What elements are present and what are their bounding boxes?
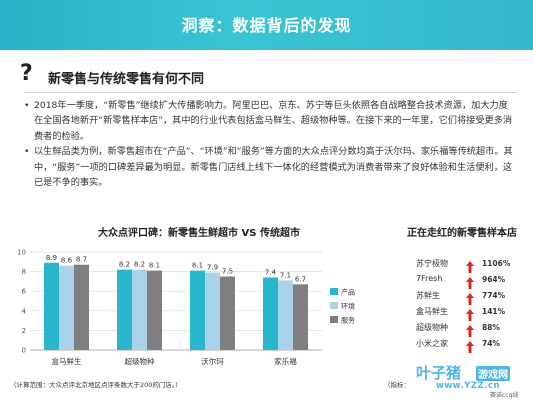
bullet-list: 2018年一季度，“新零售”继续扩大传播影响力。阿里巴巴、京东、苏宁等巨头依照各… xyxy=(24,98,516,190)
ranking-row: 超级物种 88% xyxy=(398,320,526,337)
y-tick-label: 4 xyxy=(22,307,27,315)
x-category-label: 盒马鲜生 xyxy=(52,356,82,366)
ranking-store-name: 苏鲜生 xyxy=(416,291,440,300)
bar-value-label: 8.1 xyxy=(192,262,203,270)
legend-label: 服务 xyxy=(341,316,355,325)
bar xyxy=(147,270,162,350)
bar xyxy=(132,269,147,350)
ranking-growth-value: 1106% xyxy=(482,259,511,268)
y-tick-label: 0 xyxy=(22,347,26,355)
ranking-title: 正在走红的新零售样本店 xyxy=(407,228,517,239)
watermark-name: 叶子猪 xyxy=(416,364,462,382)
bar-value-label: 8.6 xyxy=(61,257,73,265)
bar-value-label: 8.1 xyxy=(149,262,160,270)
ranking-growth-value: 141% xyxy=(482,307,506,316)
y-tick-label: 8 xyxy=(22,268,26,276)
bar-chart: 0 2 4 6 8 10 8.9 8.6 8.7 盒马鲜生 8.2 8.2 8.1 超级物种 8.1 7.9 7… xyxy=(8,238,390,376)
bar-value-label: 8.2 xyxy=(134,261,145,269)
x-category-label: 沃尔玛 xyxy=(201,356,224,366)
bar-value-label: 7.5 xyxy=(222,268,233,276)
bar xyxy=(190,270,205,350)
up-arrow-icon xyxy=(466,258,474,273)
up-arrow-icon xyxy=(466,322,474,337)
bar xyxy=(278,280,293,350)
bar-value-label: 8.2 xyxy=(119,261,130,269)
bar xyxy=(44,262,59,350)
watermark-badge: 游戏网 xyxy=(476,366,510,381)
bar-value-label: 7.4 xyxy=(265,268,277,276)
up-arrow-icon xyxy=(466,306,474,321)
ranking-growth-value: 964% xyxy=(482,275,506,284)
bar xyxy=(293,284,308,350)
bar xyxy=(59,265,74,350)
ranking-growth-value: 74% xyxy=(482,339,500,348)
chart-title: 大众点评口碑：新零售生鲜超市 VS 传统超市 xyxy=(98,228,300,239)
bar xyxy=(263,277,278,350)
ranking-store-name: 盒马鲜生 xyxy=(416,307,448,316)
ranking-growth-value: 774% xyxy=(482,291,506,300)
ranking-list: 苏宁极物 1106% 7Fresh 964% 苏鲜生 774% 盒马鲜生 141% 超级物种 88… xyxy=(398,238,526,354)
ranking-row: 7Fresh 964% xyxy=(398,272,526,289)
x-category-label: 超级物种 xyxy=(125,356,155,366)
bar-chart-svg: 0 2 4 6 8 10 8.9 8.6 8.7 盒马鲜生 8.2 8.2 8.1 超级物种 8.1 7.9 7… xyxy=(17,249,355,367)
bar xyxy=(74,264,89,350)
ranking-row: 苏宁极物 1106% xyxy=(398,256,526,273)
up-arrow-icon xyxy=(466,274,474,289)
bullet-paragraph: 以生鲜品类为例，新零售超市在“产品”、“环境”和“服务”等方面的大众点评分数均高… xyxy=(24,144,516,190)
index-label: （指标： xyxy=(384,381,410,389)
ranking-growth-value: 88% xyxy=(482,323,500,332)
watermark: 叶子猪 游戏网 www.YZZ.cn 赛诺ccq线 xyxy=(412,362,532,400)
bar-value-label: 6.7 xyxy=(295,275,306,283)
page-title: 洞察：数据背后的发现 xyxy=(181,16,352,35)
y-tick-label: 6 xyxy=(22,288,27,296)
bar-value-label: 8.7 xyxy=(76,256,87,264)
section-divider xyxy=(24,92,517,93)
legend-label: 环境 xyxy=(341,302,355,311)
ranking-store-name: 小米之家 xyxy=(416,339,448,348)
up-arrow-icon xyxy=(466,338,474,353)
header-banner: 洞察：数据背后的发现 xyxy=(0,0,533,50)
ranking-store-name: 超级物种 xyxy=(416,323,448,332)
question-mark-icon: ? xyxy=(20,61,33,86)
ranking-row: 小米之家 74% xyxy=(398,336,526,353)
x-category-label: 家乐福 xyxy=(274,356,297,366)
footnote: （计算范围：大众点评北京地区点评条数大于200的门店。） xyxy=(10,381,182,389)
bar-value-label: 8.9 xyxy=(46,254,57,262)
watermark-url: www.YZZ.cn xyxy=(436,381,501,391)
ranking-store-name: 苏宁极物 xyxy=(416,259,448,268)
y-tick-label: 10 xyxy=(17,249,26,257)
ranking-row: 苏鲜生 774% xyxy=(398,288,526,305)
section-title: 新零售与传统零售有何不同 xyxy=(48,72,205,87)
up-arrow-icon xyxy=(466,290,474,305)
legend-swatch xyxy=(330,302,338,309)
bar xyxy=(220,276,235,350)
ranking-row: 盒马鲜生 141% xyxy=(398,304,526,321)
bar-value-label: 7.1 xyxy=(280,271,291,279)
bar-value-label: 7.9 xyxy=(207,264,218,272)
watermark-logo-text: 赛诺ccq线 xyxy=(490,392,519,399)
bar xyxy=(205,272,220,350)
bullet-paragraph: 2018年一季度，“新零售”继续扩大传播影响力。阿里巴巴、京东、苏宁等巨头依照各… xyxy=(24,98,516,144)
legend-swatch xyxy=(330,288,338,295)
legend-label: 产品 xyxy=(341,288,355,297)
bar xyxy=(117,269,132,350)
ranking-store-name: 7Fresh xyxy=(416,274,443,283)
legend-swatch xyxy=(330,316,338,323)
y-tick-label: 2 xyxy=(22,327,26,335)
